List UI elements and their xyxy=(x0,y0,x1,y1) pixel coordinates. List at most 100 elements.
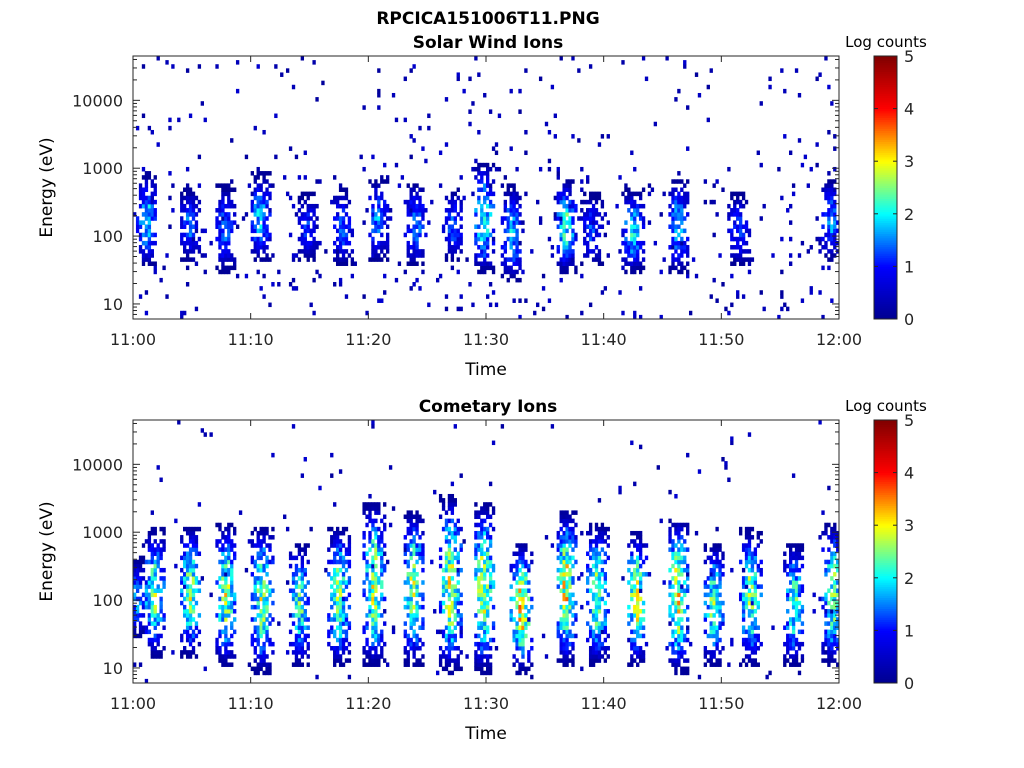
spectrogram-cell xyxy=(215,208,219,213)
spectrogram-cell xyxy=(233,212,237,217)
spectrogram-cell xyxy=(162,547,166,552)
spectrogram-cell xyxy=(821,314,825,320)
spectrogram-cell xyxy=(715,551,719,557)
spectrogram-cell xyxy=(156,555,160,561)
spectrogram-cell xyxy=(568,245,572,250)
spectrogram-cell xyxy=(406,654,410,659)
spectrogram-cell xyxy=(483,269,487,275)
spectrogram-cell xyxy=(380,530,384,536)
spectrogram-cell xyxy=(253,191,257,197)
spectrogram-cell xyxy=(421,249,425,254)
spectrogram-cell xyxy=(600,559,605,565)
spectrogram-cell xyxy=(753,662,758,667)
spectrogram-cell xyxy=(559,518,563,524)
spectrogram-cell xyxy=(718,604,722,610)
spectrogram-cell xyxy=(588,208,593,213)
spectrogram-cell xyxy=(709,650,713,655)
spectrogram-cell xyxy=(509,613,513,618)
spectrogram-cell xyxy=(641,249,646,254)
spectrogram-cell xyxy=(224,191,228,197)
spectrogram-cell xyxy=(456,654,460,659)
spectrogram-cell xyxy=(150,195,154,201)
spectrogram-cell xyxy=(515,199,519,205)
spectrogram-cell xyxy=(724,461,728,466)
spectrogram-cell xyxy=(285,526,290,532)
spectrogram-cell xyxy=(565,609,569,614)
spectrogram-cell xyxy=(162,625,166,630)
spectrogram-cell xyxy=(597,637,602,643)
spectrogram-cell xyxy=(686,625,690,630)
spectrogram-cell xyxy=(185,584,190,589)
spectrogram-cell xyxy=(450,195,455,201)
spectrogram-cell xyxy=(333,662,337,667)
spectrogram-cell xyxy=(486,559,490,565)
spectrogram-cell xyxy=(365,514,369,520)
spectrogram-cell xyxy=(833,637,837,643)
spectrogram-cell xyxy=(377,88,381,94)
spectrogram-cell xyxy=(221,199,225,205)
spectrogram-cell xyxy=(177,117,181,123)
spectrogram-cell xyxy=(265,617,269,622)
spectrogram-cell xyxy=(586,199,590,205)
spectrogram-cell xyxy=(783,567,787,573)
spectrogram-cell xyxy=(285,580,290,585)
spectrogram-cell xyxy=(474,535,478,540)
spectrogram-cell xyxy=(686,195,690,201)
spectrogram-cell xyxy=(233,187,237,193)
y-tick-label: 10000 xyxy=(72,91,123,110)
spectrogram-cell xyxy=(794,551,799,557)
spectrogram-cell xyxy=(721,456,725,462)
spectrogram-cell xyxy=(680,555,684,561)
spectrogram-cell xyxy=(227,592,231,598)
x-tick-label: 11:20 xyxy=(345,330,391,349)
spectrogram-cell xyxy=(712,596,716,602)
spectrogram-cell xyxy=(453,232,457,238)
spectrogram-cell xyxy=(791,563,796,569)
spectrogram-cell xyxy=(447,609,452,614)
spectrogram-cell xyxy=(571,261,575,266)
spectrogram-cell xyxy=(491,179,496,184)
spectrogram-cell xyxy=(383,212,387,217)
spectrogram-cell xyxy=(509,224,513,229)
spectrogram-cell xyxy=(680,666,684,672)
spectrogram-cell xyxy=(483,621,487,626)
spectrogram-cell xyxy=(559,555,563,561)
spectrogram-cell xyxy=(480,506,484,511)
spectrogram-cell xyxy=(365,567,369,573)
spectrogram-cell xyxy=(677,88,681,94)
spectrogram-cell xyxy=(591,637,596,643)
spectrogram-cell xyxy=(797,646,802,651)
spectrogram-cell xyxy=(309,208,313,213)
spectrogram-cell xyxy=(797,662,802,667)
spectrogram-cell xyxy=(300,216,305,221)
spectrogram-cell xyxy=(562,183,566,188)
x-tick-label: 11:10 xyxy=(228,330,274,349)
spectrogram-cell xyxy=(224,662,228,667)
spectrogram-cell xyxy=(333,282,337,287)
colorbar-segment xyxy=(874,71,897,75)
spectrogram-cell xyxy=(515,269,519,275)
spectrogram-cell xyxy=(256,253,260,258)
spectrogram-cell xyxy=(447,637,452,643)
spectrogram-cell xyxy=(709,567,713,573)
spectrogram-cell xyxy=(568,518,572,524)
spectrogram-cell xyxy=(453,191,457,197)
spectrogram-cell xyxy=(703,600,708,606)
colorbar-segment xyxy=(874,156,897,160)
spectrogram-cell xyxy=(521,641,525,647)
spectrogram-cell xyxy=(262,621,266,626)
spectrogram-cell xyxy=(380,245,384,250)
spectrogram-cell xyxy=(135,563,140,569)
spectrogram-cell xyxy=(406,228,410,234)
spectrogram-cell xyxy=(438,273,443,279)
spectrogram-cell xyxy=(418,543,422,548)
spectrogram-cell xyxy=(453,535,457,540)
spectrogram-cell xyxy=(300,567,305,573)
spectrogram-cell xyxy=(706,84,710,90)
spectrogram-cell xyxy=(491,567,496,573)
spectrogram-cell xyxy=(380,257,384,262)
spectrogram-cell xyxy=(712,567,716,573)
spectrogram-cell xyxy=(371,216,375,221)
spectrogram-cell xyxy=(477,535,481,540)
spectrogram-cell xyxy=(633,224,637,229)
